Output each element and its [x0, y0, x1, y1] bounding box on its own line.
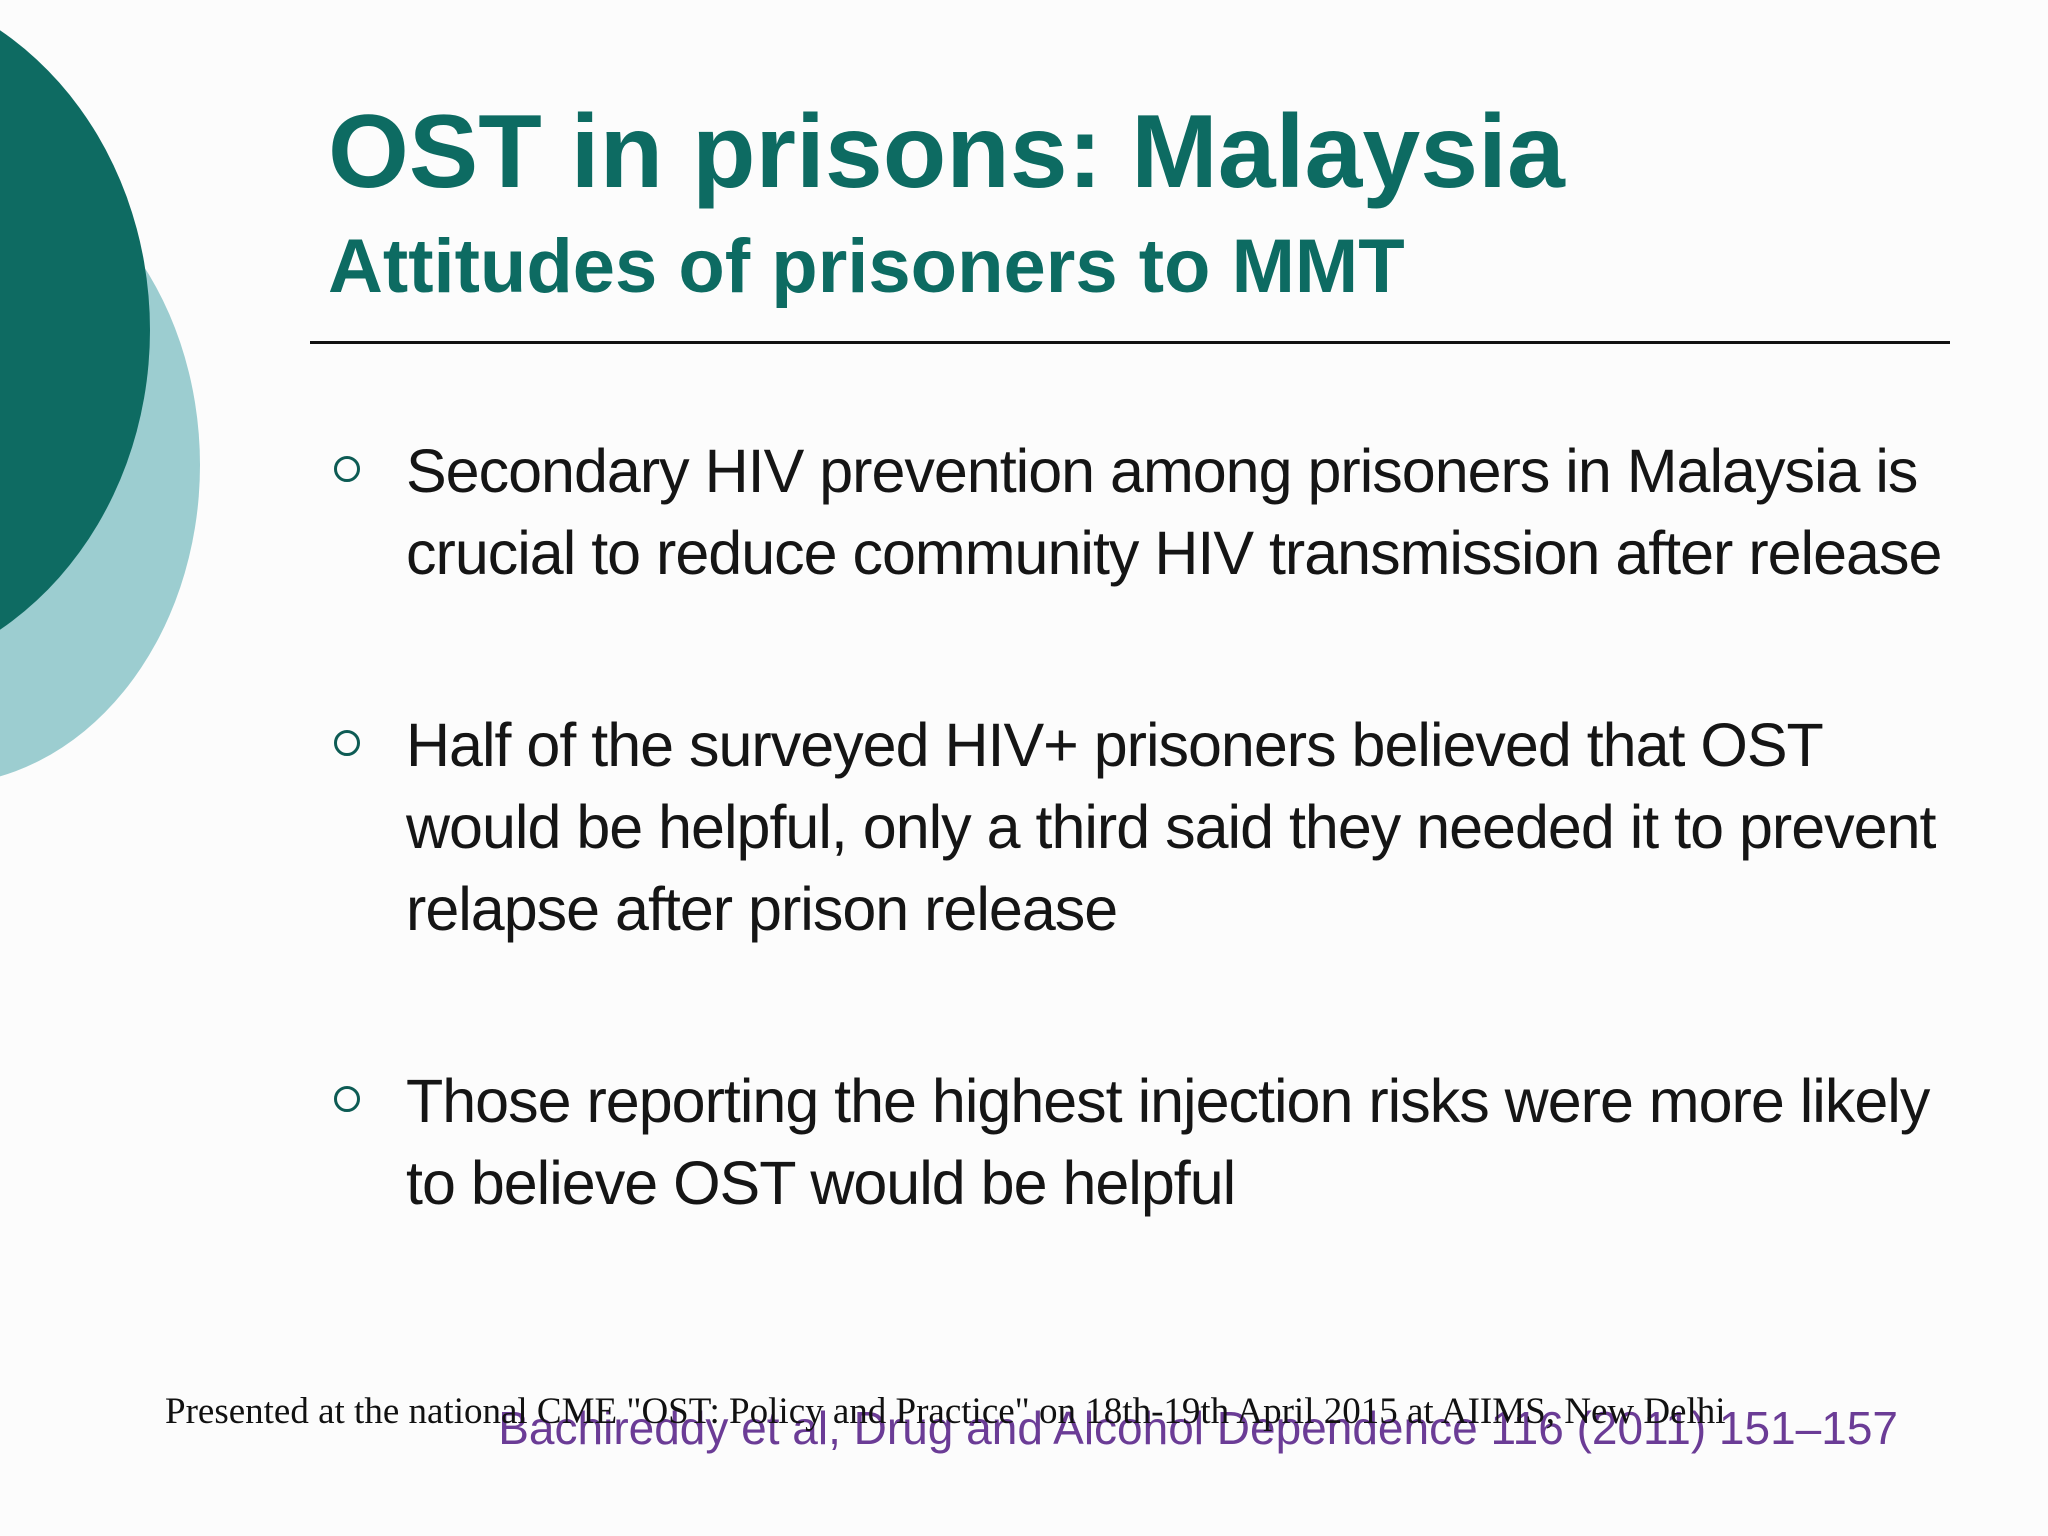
bullet-text: Secondary HIV prevention among prisoners… [406, 437, 1942, 587]
hollow-circle-bullet-icon [334, 1086, 360, 1112]
bullet-item: Secondary HIV prevention among prisoners… [330, 430, 1950, 594]
bullet-text: Those reporting the highest injection ri… [406, 1067, 1930, 1217]
presentation-footer-note: Presented at the national CME "OST: Poli… [165, 1391, 1726, 1432]
hollow-circle-bullet-icon [334, 456, 360, 482]
hollow-circle-bullet-icon [334, 730, 360, 756]
bullet-item: Those reporting the highest injection ri… [330, 1060, 1950, 1224]
citation: Bachireddy et al, Drug and Alcohol Depen… [498, 1402, 1898, 1454]
bullet-list: Secondary HIV prevention among prisoners… [330, 430, 1950, 1334]
title-divider [310, 341, 1950, 344]
slide-title: OST in prisons: Malaysia [328, 94, 1565, 210]
bullet-text: Half of the surveyed HIV+ prisoners beli… [406, 711, 1936, 943]
slide-subtitle: Attitudes of prisoners to MMT [328, 224, 1405, 309]
bullet-item: Half of the surveyed HIV+ prisoners beli… [330, 704, 1950, 950]
